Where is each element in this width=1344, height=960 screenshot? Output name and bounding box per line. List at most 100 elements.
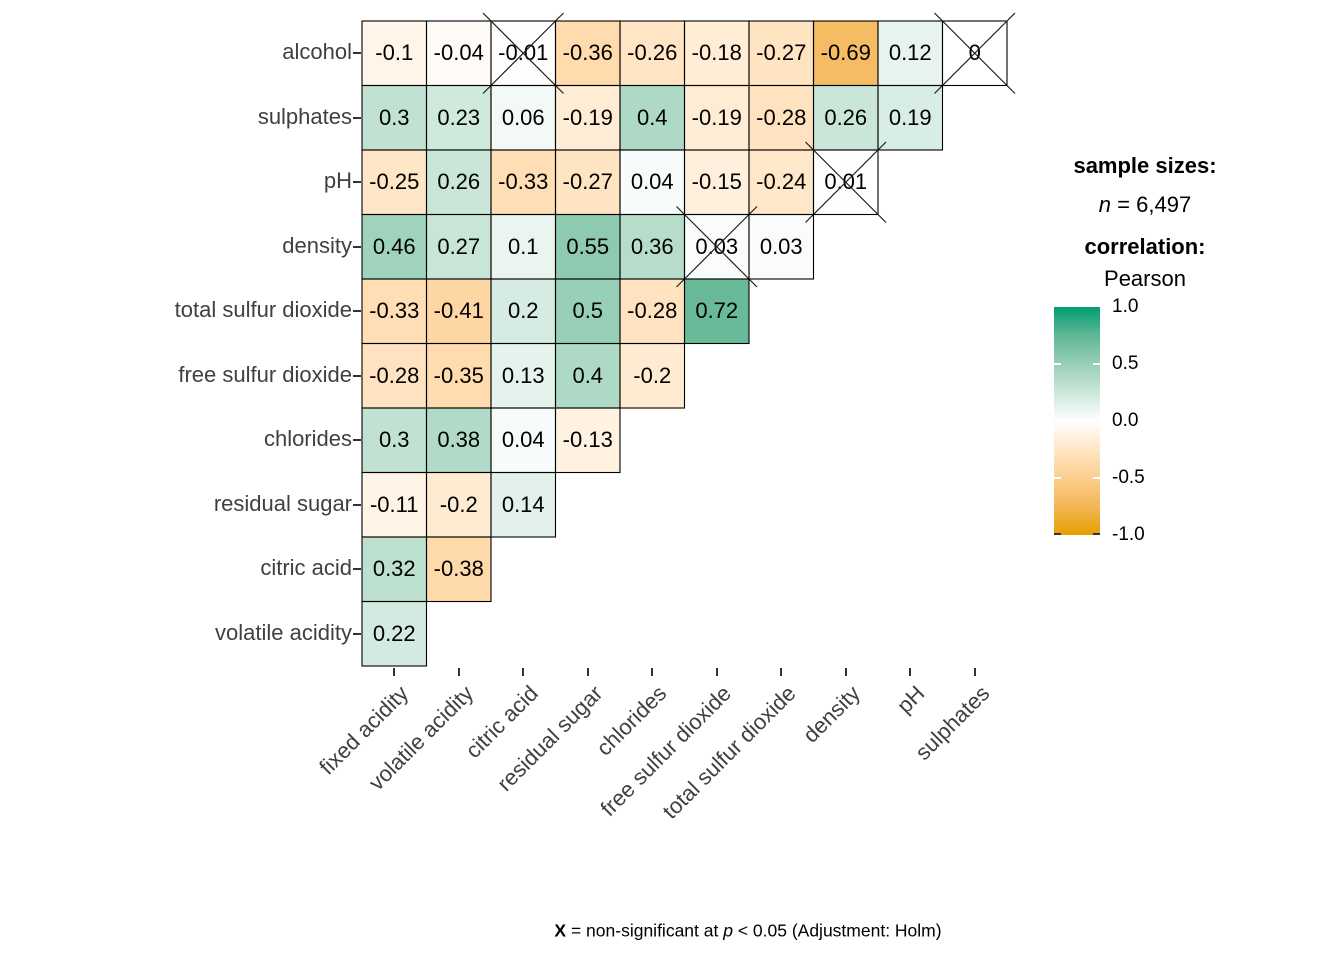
colorbar-tick	[1093, 363, 1100, 365]
heatmap-cell: -0.41	[426, 279, 491, 344]
legend-n-value: = 6,497	[1111, 192, 1192, 217]
colorbar-tick-label: 1.0	[1112, 296, 1139, 317]
heatmap-cell: 0.26	[813, 85, 878, 150]
heatmap-cell: -0.25	[362, 150, 427, 215]
x-axis-tick	[715, 668, 718, 676]
y-axis-tick	[353, 245, 361, 248]
heatmap-cell: -0.2	[620, 343, 685, 408]
caption-mid-text: = non-significant at	[566, 920, 724, 941]
heatmap-cell: 0	[942, 21, 1007, 86]
colorbar-tick	[1054, 363, 1061, 365]
heatmap-cell: -0.33	[362, 279, 427, 344]
heatmap-cell: 0.4	[620, 85, 685, 150]
colorbar-tick	[1093, 477, 1100, 479]
x-axis-tick	[586, 668, 589, 676]
heatmap-cell: -0.1	[362, 21, 427, 86]
y-axis-label: volatile acidity	[215, 619, 352, 645]
x-axis-tick	[522, 668, 525, 676]
heatmap-cell: -0.19	[684, 85, 749, 150]
heatmap-cell: 0.27	[426, 214, 491, 279]
heatmap-cell: -0.28	[620, 279, 685, 344]
heatmap-cell: -0.36	[555, 21, 620, 86]
heatmap-cell: 0.3	[362, 85, 427, 150]
heatmap-cell: 0.06	[491, 85, 556, 150]
heatmap-cell: 0.36	[620, 214, 685, 279]
x-axis-tick	[651, 668, 654, 676]
heatmap-cell: 0.22	[362, 601, 427, 666]
heatmap-cell: 0.26	[426, 150, 491, 215]
heatmap-cell: 0.14	[491, 472, 556, 537]
y-axis-label: residual sugar	[213, 490, 352, 516]
heatmap-cell: 0.3	[362, 408, 427, 473]
heatmap-cell: -0.28	[749, 85, 814, 150]
heatmap-cell: -0.24	[749, 150, 814, 215]
y-axis-label: density	[282, 232, 352, 258]
legend-correlation-title: correlation:	[1084, 234, 1206, 259]
heatmap-cell: -0.28	[362, 343, 427, 408]
heatmap-cell: 0.23	[426, 85, 491, 150]
heatmap-cell: 0.04	[491, 408, 556, 473]
colorbar-tick	[1054, 533, 1061, 535]
heatmap-cell: -0.19	[555, 85, 620, 150]
caption-suffix-text: < 0.05 (Adjustment: Holm)	[732, 920, 942, 941]
heatmap-cell: 0.12	[878, 21, 943, 86]
y-axis-label: alcohol	[282, 39, 352, 65]
heatmap-cell: 0.04	[620, 150, 685, 215]
legend-method-label: Pearson	[1104, 266, 1186, 291]
heatmap-cell: -0.01	[491, 21, 556, 86]
heatmap-cell: 0.38	[426, 408, 491, 473]
heatmap-cell: 0.01	[813, 150, 878, 215]
heatmap-cell: 0.1	[491, 214, 556, 279]
heatmap-cell: 0.72	[684, 279, 749, 344]
heatmap-cell: -0.15	[684, 150, 749, 215]
colorbar-tick-label: 0.0	[1112, 410, 1139, 431]
y-axis-tick	[353, 181, 361, 184]
heatmap-cell: -0.18	[684, 21, 749, 86]
y-axis-label: pH	[323, 168, 352, 194]
y-axis-tick	[353, 439, 361, 442]
colorbar-tick-label: -1.0	[1112, 524, 1145, 545]
heatmap-cell: -0.69	[813, 21, 878, 86]
y-axis-tick	[353, 374, 361, 377]
heatmap-cell: -0.38	[426, 537, 491, 602]
heatmap-cell: -0.33	[491, 150, 556, 215]
heatmap-cell: -0.04	[426, 21, 491, 86]
x-axis-label: density	[798, 680, 866, 748]
heatmap-cell: -0.35	[426, 343, 491, 408]
caption: X = non-significant at p < 0.05 (Adjustm…	[554, 921, 941, 942]
heatmap-cell: 0.55	[555, 214, 620, 279]
colorbar-tick	[1054, 477, 1061, 479]
x-axis-tick	[457, 668, 460, 676]
heatmap-cell: 0.2	[491, 279, 556, 344]
y-axis-tick	[353, 568, 361, 571]
legend-sample-size-value: n = 6,497	[1099, 192, 1191, 218]
x-axis-tick	[909, 668, 912, 676]
heatmap-cell: -0.26	[620, 21, 685, 86]
y-axis-tick	[353, 310, 361, 313]
y-axis-tick	[353, 52, 361, 55]
colorbar-tick-label: -0.5	[1112, 467, 1145, 488]
caption-p-symbol: p	[723, 920, 733, 941]
heatmap-cell: 0.03	[749, 214, 814, 279]
x-axis-tick	[973, 668, 976, 676]
y-axis-label: sulphates	[257, 103, 352, 129]
heatmap-cell: 0.32	[362, 537, 427, 602]
heatmap-cell: -0.11	[362, 472, 427, 537]
heatmap-cell: -0.27	[555, 150, 620, 215]
y-axis-label: free sulfur dioxide	[178, 361, 352, 387]
x-axis-tick	[844, 668, 847, 676]
x-axis-label: pH	[891, 680, 930, 719]
y-axis-tick	[353, 632, 361, 635]
heatmap-cell: 0.46	[362, 214, 427, 279]
colorbar-tick-label: 0.5	[1112, 353, 1139, 374]
heatmap-cell: 0.4	[555, 343, 620, 408]
heatmap-cell: -0.27	[749, 21, 814, 86]
heatmap-cell: 0.19	[878, 85, 943, 150]
x-axis-tick	[393, 668, 396, 676]
y-axis-label: chlorides	[263, 426, 352, 452]
heatmap-cell: 0.03	[684, 214, 749, 279]
y-axis-tick	[353, 116, 361, 119]
heatmap-cell: 0.13	[491, 343, 556, 408]
heatmap-cell: 0.5	[555, 279, 620, 344]
